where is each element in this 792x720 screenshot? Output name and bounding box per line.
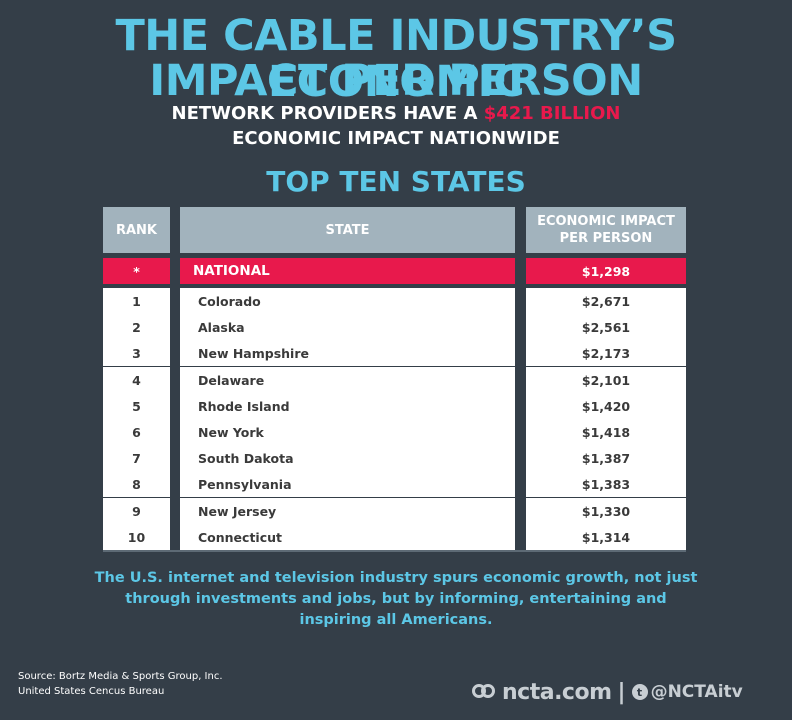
row-value: $2,561	[526, 314, 686, 340]
row-rank: 1	[103, 288, 170, 314]
brand-site: ncta.com	[502, 679, 612, 705]
title-line-1: THE CABLE INDUSTRY’S ECONOMIC	[115, 11, 677, 107]
brand-handle: @NCTAitv	[650, 682, 743, 702]
header-state: STATE	[180, 207, 515, 253]
row-state: New York	[180, 419, 515, 445]
twitter-icon: t	[631, 684, 648, 700]
row-rank: 9	[103, 498, 170, 524]
row-rank: 7	[103, 445, 170, 471]
row-rank: 4	[103, 367, 170, 393]
row-value: $2,101	[526, 367, 686, 393]
row-rank: 6	[103, 419, 170, 445]
row-state: South Dakota	[180, 445, 515, 471]
brand-footer: ncta.com | t @NCTAitv	[470, 678, 780, 706]
row-state: Connecticut	[180, 524, 515, 550]
source-line-1: Source: Bortz Media & Sports Group, Inc.	[18, 671, 223, 682]
row-state: Rhode Island	[180, 393, 515, 419]
row-value: $2,173	[526, 340, 686, 366]
row-state: Colorado	[180, 288, 515, 314]
row-value: $1,314	[526, 524, 686, 550]
row-rank: 5	[103, 393, 170, 419]
row-rank: 10	[103, 524, 170, 550]
brand-separator: |	[617, 679, 626, 705]
footer-text: The U.S. internet and television industr…	[94, 570, 698, 628]
ncta-logo-icon	[470, 682, 498, 702]
row-value: $1,420	[526, 393, 686, 419]
row-state: New Hampshire	[180, 340, 515, 366]
title-line-2: IMPACT PER PERSON	[149, 56, 643, 106]
row-rank: 8	[103, 471, 170, 497]
subtitle-line-2: ECONOMIC IMPACT NATIONWIDE	[232, 128, 560, 149]
row-rank: 2	[103, 314, 170, 340]
row-state: Alaska	[180, 314, 515, 340]
section-title: TOP TEN STATES	[266, 165, 526, 198]
row-state: Delaware	[180, 367, 515, 393]
subtitle-line-1: NETWORK PROVIDERS HAVE A $421 BILLION	[0, 102, 792, 126]
row-state: Pennsylvania	[180, 471, 515, 497]
row-value: $1,330	[526, 498, 686, 524]
row-rank: 3	[103, 340, 170, 366]
header-impact: ECONOMIC IMPACT PER PERSON	[526, 207, 686, 253]
national-state: NATIONAL	[180, 258, 515, 284]
header-rank: RANK	[103, 207, 170, 253]
row-value: $2,671	[526, 288, 686, 314]
table-bottom-rule	[103, 550, 686, 552]
subtitle-highlight: $421 BILLION	[483, 103, 621, 124]
national-value: $1,298	[526, 258, 686, 284]
subtitle-prefix: NETWORK PROVIDERS HAVE A	[171, 103, 484, 124]
row-value: $1,387	[526, 445, 686, 471]
row-value: $1,383	[526, 471, 686, 497]
national-rank: *	[103, 258, 170, 284]
source-line-2: United States Cencus Bureau	[18, 686, 165, 697]
row-value: $1,418	[526, 419, 686, 445]
row-state: New Jersey	[180, 498, 515, 524]
